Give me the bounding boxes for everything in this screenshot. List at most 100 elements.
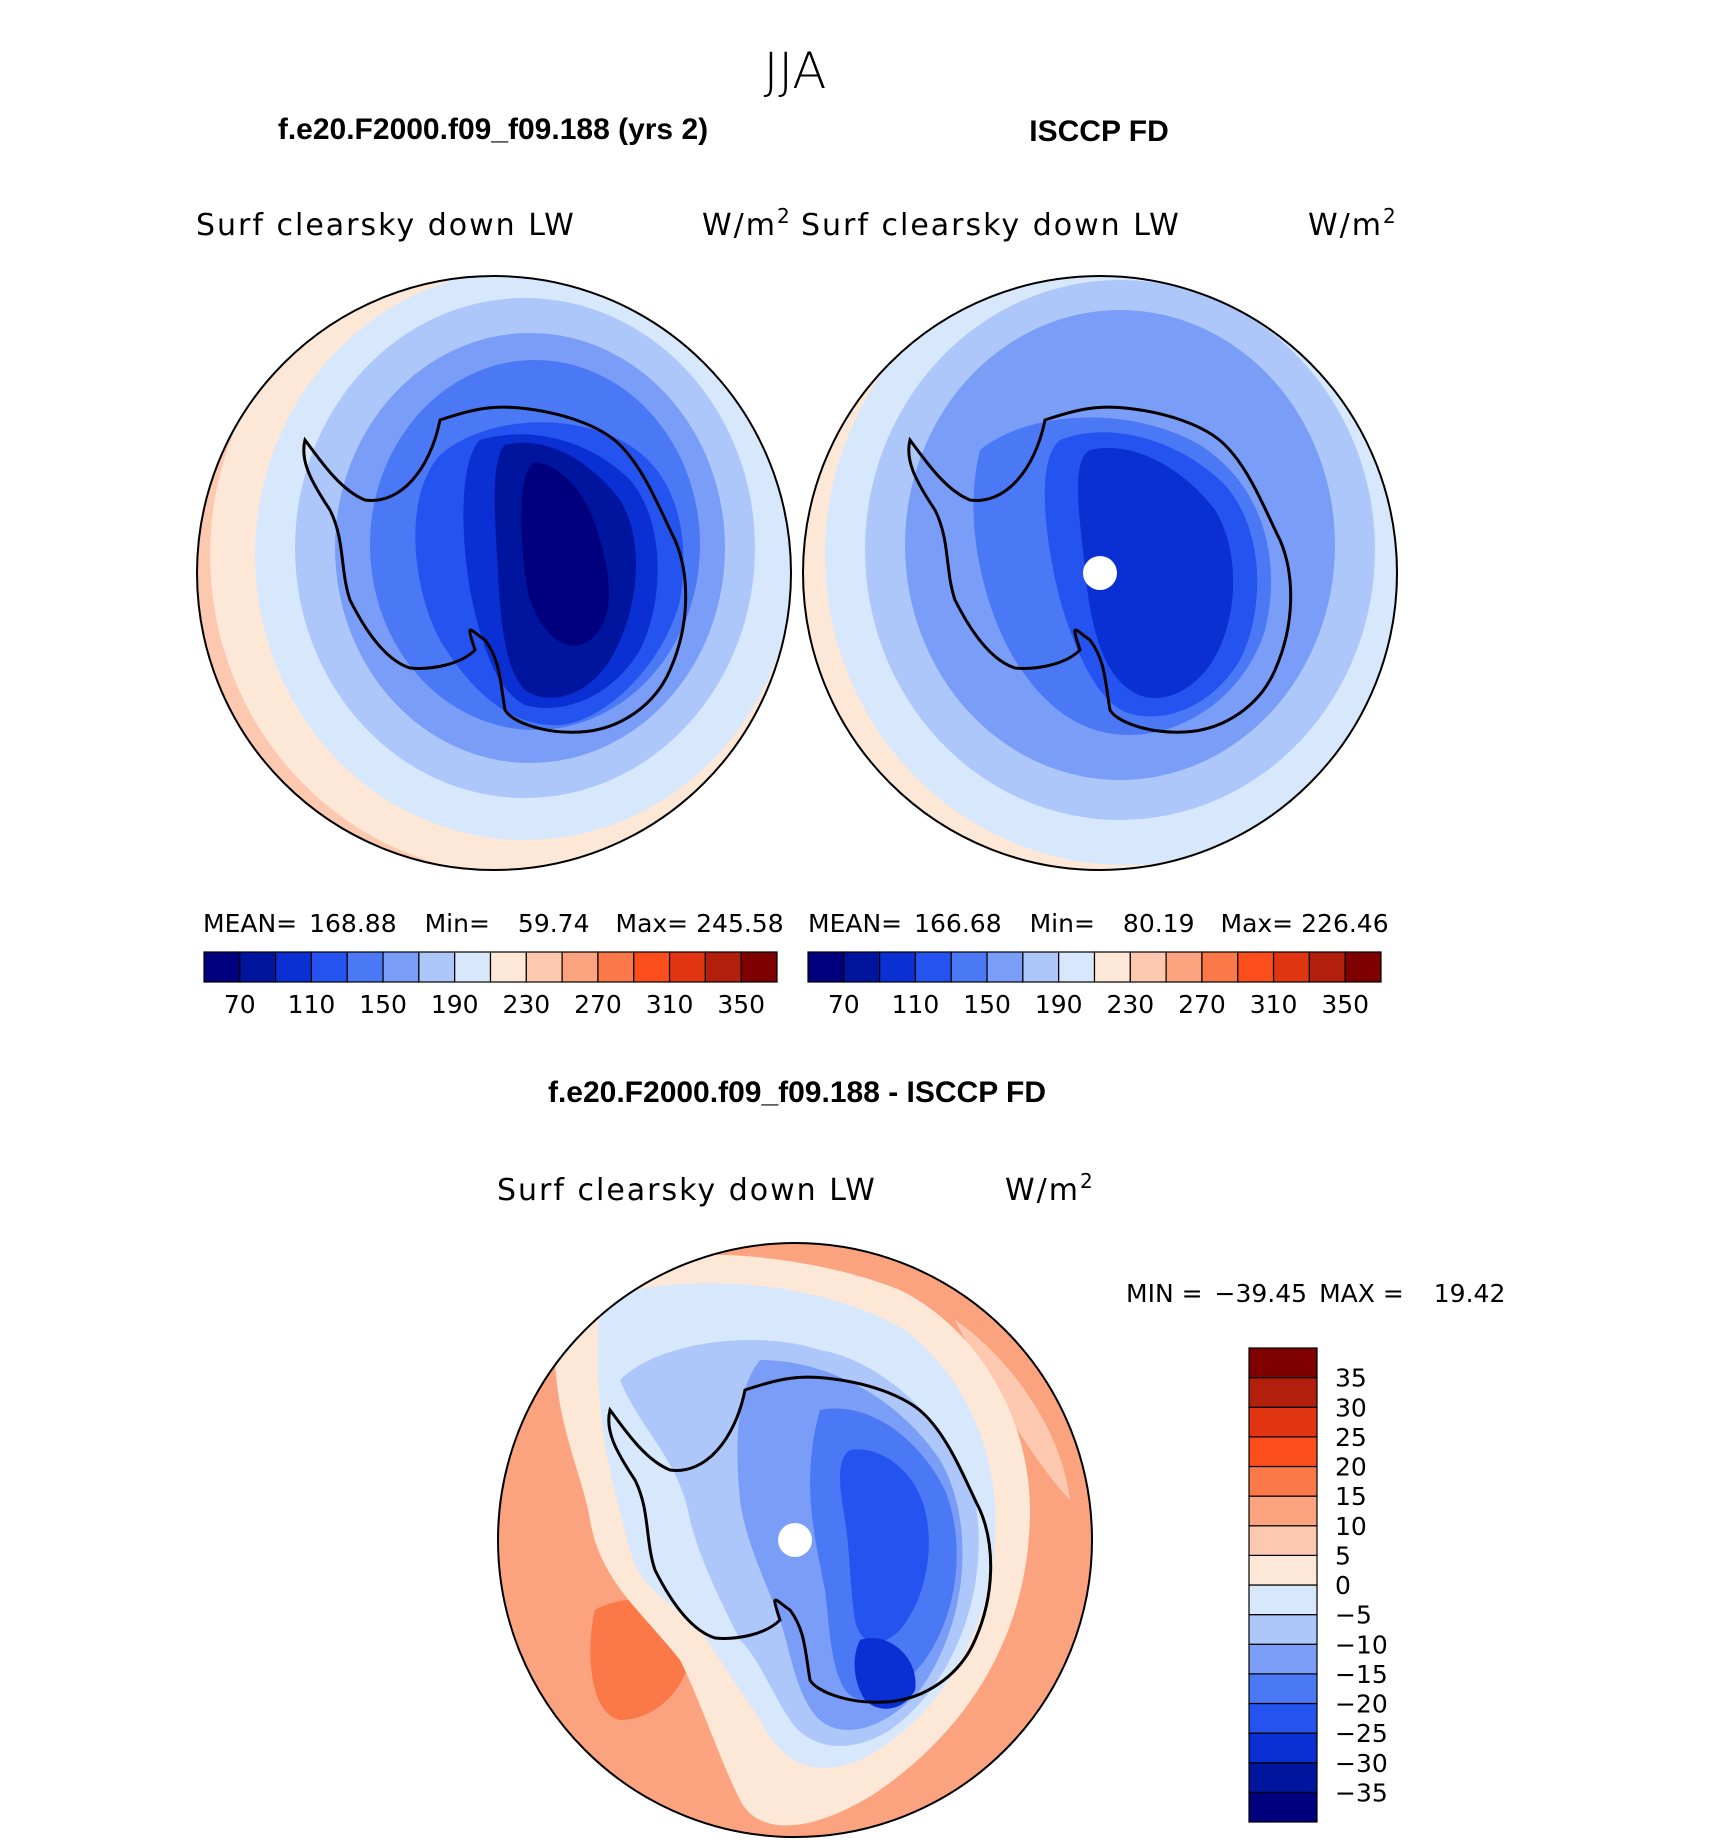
colorbar-tick-label: 10 <box>1335 1512 1367 1541</box>
colorbar-tick-label: 110 <box>892 990 940 1019</box>
colorbar-swatch <box>807 951 845 983</box>
colorbar-tick-label: 25 <box>1335 1423 1367 1452</box>
colorbar-swatch <box>382 951 420 983</box>
colorbar-tick-label: 0 <box>1335 1571 1351 1600</box>
colorbar-tick-label: −20 <box>1335 1690 1388 1719</box>
colorbar-tick-label: −35 <box>1335 1778 1388 1807</box>
colorbar-swatch <box>1248 1495 1318 1527</box>
panel-title: f.e20.F2000.f09_f09.188 - ISCCP FD <box>548 1076 1046 1109</box>
panel-diff: f.e20.F2000.f09_f09.188 - ISCCP FD Surf … <box>497 1076 1505 1838</box>
colorbar-tick-label: 350 <box>717 990 765 1019</box>
colorbar-swatch <box>239 951 277 983</box>
colorbar-tick-label: 350 <box>1321 990 1369 1019</box>
colorbar-swatch <box>597 951 635 983</box>
polar-map <box>498 1243 1092 1837</box>
colorbar-tick-label: 110 <box>288 990 336 1019</box>
colorbar-swatch <box>1248 1791 1318 1823</box>
colorbar-swatch <box>1165 951 1203 983</box>
colorbar-swatch <box>525 951 563 983</box>
colorbar-swatch <box>1248 1554 1318 1586</box>
colorbar-swatch <box>346 951 384 983</box>
colorbar-swatch <box>454 951 492 983</box>
polar-map <box>803 276 1397 870</box>
colorbar-swatch <box>879 951 917 983</box>
panel-model: f.e20.F2000.f09_f09.188 (yrs 2) Surf cle… <box>196 113 792 1019</box>
colorbar-tick-label: 20 <box>1335 1453 1367 1482</box>
units-label: W/m2 <box>1308 204 1398 243</box>
colorbar-swatch <box>1272 951 1310 983</box>
colorbar-tick-label: 150 <box>359 990 407 1019</box>
colorbar-swatch <box>1248 1732 1318 1764</box>
contour-band <box>521 462 610 646</box>
variable-label: Surf clearsky down LW <box>801 208 1181 243</box>
colorbar-tick-label: 30 <box>1335 1393 1367 1422</box>
units-label: W/m2 <box>702 204 792 243</box>
variable-label: Surf clearsky down LW <box>196 208 576 243</box>
contour-band <box>1078 448 1234 698</box>
colorbar-swatch <box>489 951 527 983</box>
colorbar-swatch <box>1248 1436 1318 1468</box>
colorbar-tick-label: 70 <box>828 990 860 1019</box>
colorbar-swatch <box>1248 1406 1318 1438</box>
colorbar-swatch <box>1248 1614 1318 1645</box>
stats-text: MEAN= 166.68 Min= 80.19 Max= 226.46 <box>808 909 1389 938</box>
colorbar-swatch <box>1022 951 1060 983</box>
colorbar-swatch <box>740 951 778 983</box>
colorbar-swatch <box>561 951 599 983</box>
colorbar-swatch <box>1248 1702 1318 1734</box>
antarctica-coastline <box>607 1375 993 1704</box>
map-boundary <box>497 1242 1093 1838</box>
colorbar-tick-label: 270 <box>574 990 622 1019</box>
missing-data-pole <box>778 1523 812 1557</box>
stats-text: MIN = −39.45 MAX = 19.42 <box>1126 1279 1505 1308</box>
colorbar-tick-label: −5 <box>1335 1601 1372 1630</box>
units-label: W/m2 <box>1005 1169 1095 1208</box>
colorbar-tick-label: 70 <box>224 990 256 1019</box>
antarctica-coastline <box>907 405 1293 734</box>
colorbar-tick-label: 5 <box>1335 1541 1351 1570</box>
antarctica-coastline <box>302 405 688 734</box>
map-boundary <box>196 275 792 871</box>
colorbar-swatch <box>1248 1347 1318 1379</box>
colorbar-swatch <box>1248 1465 1318 1497</box>
colorbar-swatch <box>310 951 348 983</box>
polar-map <box>197 276 791 870</box>
contour-band <box>840 1449 929 1643</box>
colorbar-swatch <box>1237 951 1275 983</box>
main-title: JJA <box>764 42 827 100</box>
colorbar-swatch <box>203 951 241 983</box>
missing-data-pole <box>1083 556 1117 590</box>
colorbar-tick-label: −25 <box>1335 1719 1388 1748</box>
colorbar-tick-label: 35 <box>1335 1364 1367 1393</box>
colorbar-swatch <box>1058 951 1096 983</box>
colorbar-tick-label: −30 <box>1335 1749 1388 1778</box>
colorbar: 70 110 150 190 230 270 310 350 <box>807 951 1382 1019</box>
colorbar-swatch <box>950 951 988 983</box>
colorbar-tick-label: 230 <box>502 990 550 1019</box>
colorbar-swatch <box>704 951 742 983</box>
panel-title: f.e20.F2000.f09_f09.188 (yrs 2) <box>278 113 708 146</box>
colorbar-swatch <box>1248 1525 1318 1556</box>
colorbar-swatch <box>914 951 952 983</box>
colorbar-tick-label: 270 <box>1178 990 1226 1019</box>
variable-label: Surf clearsky down LW <box>497 1173 877 1208</box>
colorbar-swatch <box>1248 1673 1318 1705</box>
colorbar-swatch <box>1093 951 1131 983</box>
colorbar-swatch <box>1248 1584 1318 1616</box>
colorbar-tick-label: −15 <box>1335 1660 1388 1689</box>
colorbar-tick-label: 230 <box>1106 990 1154 1019</box>
colorbar-tick-label: −10 <box>1335 1630 1388 1659</box>
panel-obs: ISCCP FD Surf clearsky down LW W/m2 MEAN… <box>801 115 1398 1019</box>
colorbar-swatch <box>843 951 881 983</box>
colorbar-swatch <box>1248 1643 1318 1675</box>
colorbar-swatch <box>1308 951 1346 983</box>
colorbar-swatch <box>1248 1762 1318 1793</box>
colorbar-swatch <box>275 951 313 983</box>
colorbar-tick-label: 310 <box>646 990 694 1019</box>
colorbar: 70 110 150 190 230 270 310 350 <box>203 951 778 1019</box>
colorbar-tick-label: 310 <box>1250 990 1298 1019</box>
colorbar-swatch <box>1248 1377 1318 1408</box>
stats-text: MEAN= 168.88 Min= 59.74 Max= 245.58 <box>203 909 784 938</box>
